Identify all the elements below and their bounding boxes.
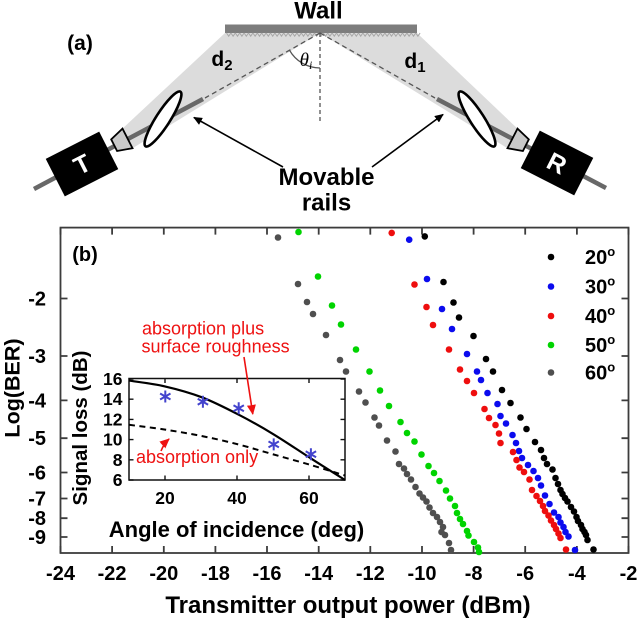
svg-text:-9: -9 [28, 527, 46, 549]
svg-text:-24: -24 [46, 563, 76, 585]
svg-text:-8: -8 [28, 508, 46, 530]
svg-text:Wall: Wall [294, 0, 342, 25]
svg-text:-6: -6 [28, 463, 46, 485]
svg-text:-8: -8 [465, 563, 483, 585]
svg-text:-20: -20 [149, 563, 178, 585]
svg-text:Transmitter output power (dBm): Transmitter output power (dBm) [165, 592, 530, 619]
svg-text:surface roughness: surface roughness [142, 337, 290, 357]
svg-text:8: 8 [113, 450, 123, 470]
svg-text:rails: rails [302, 190, 351, 217]
svg-text:Angle of incidence (deg): Angle of incidence (deg) [109, 517, 364, 542]
svg-text:-2: -2 [620, 563, 638, 585]
svg-text:40: 40 [227, 488, 247, 508]
svg-text:(b): (b) [72, 244, 98, 266]
svg-text:-6: -6 [516, 563, 534, 585]
svg-text:-5: -5 [28, 428, 46, 450]
svg-text:14: 14 [103, 389, 123, 409]
svg-text:6: 6 [113, 470, 123, 490]
svg-text:Log(BER): Log(BER) [1, 338, 25, 437]
svg-text:absorption plus: absorption plus [142, 319, 264, 339]
svg-text:12: 12 [103, 409, 123, 429]
svg-text:Signal loss (dB): Signal loss (dB) [69, 351, 92, 506]
svg-text:60: 60 [299, 488, 319, 508]
svg-text:-12: -12 [356, 563, 385, 585]
svg-text:-3: -3 [28, 346, 46, 368]
svg-text:-22: -22 [98, 563, 127, 585]
svg-text:-18: -18 [201, 563, 230, 585]
svg-text:-2: -2 [28, 289, 46, 311]
svg-text:absorption only: absorption only [136, 447, 258, 467]
svg-text:-7: -7 [28, 489, 46, 511]
svg-text:20: 20 [155, 488, 175, 508]
svg-text:(a): (a) [67, 32, 93, 55]
svg-text:Movable: Movable [278, 164, 374, 191]
svg-text:-4: -4 [28, 390, 47, 412]
svg-text:-14: -14 [304, 563, 334, 585]
svg-text:-4: -4 [568, 563, 587, 585]
svg-text:-16: -16 [253, 563, 282, 585]
svg-text:16: 16 [103, 369, 123, 389]
svg-text:-10: -10 [408, 563, 437, 585]
svg-text:10: 10 [103, 430, 123, 450]
